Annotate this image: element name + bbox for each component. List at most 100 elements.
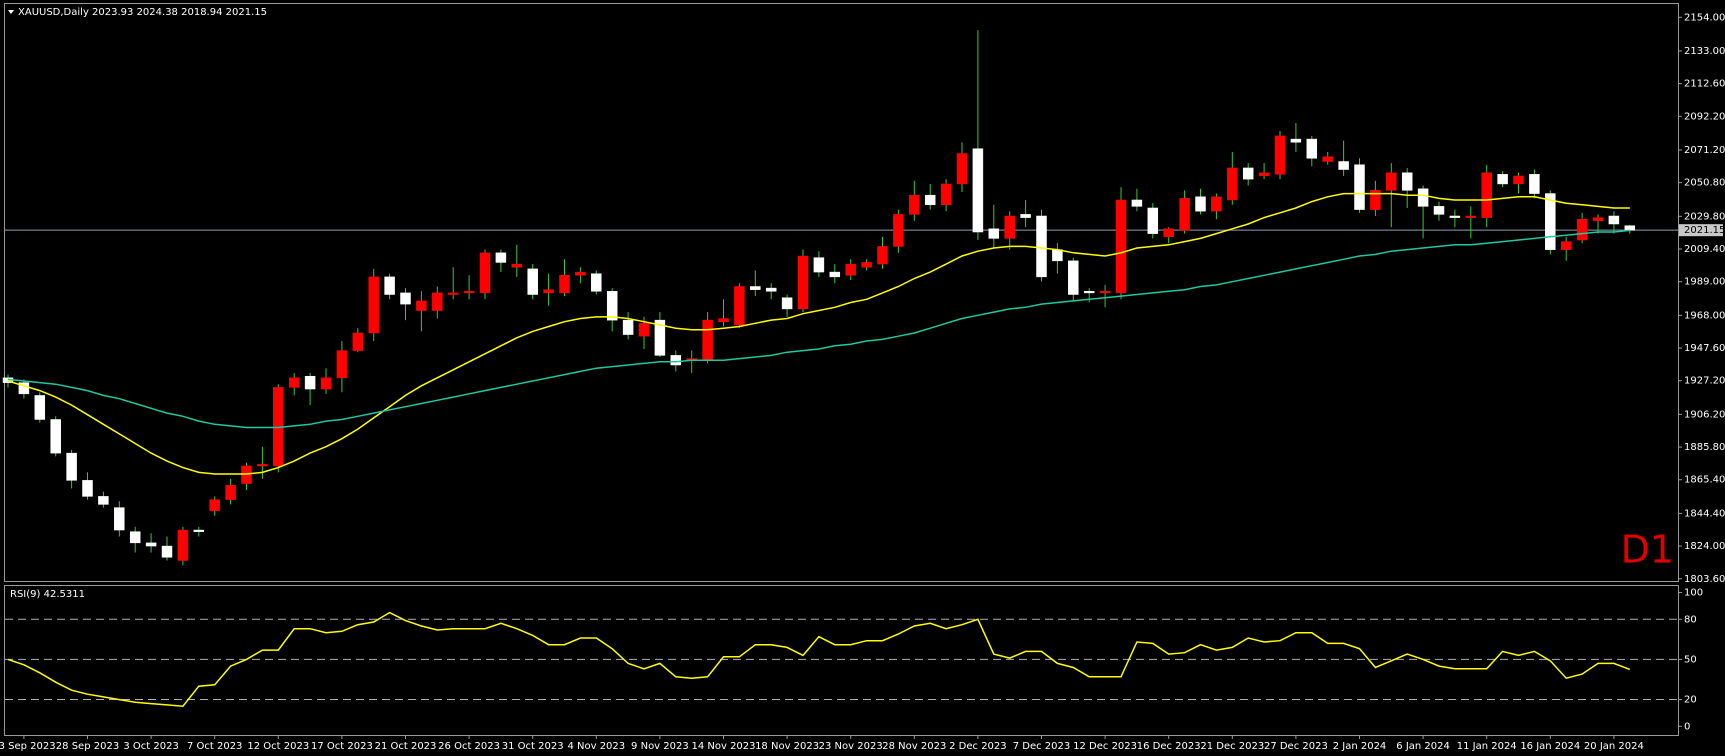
y-tick-label: 2154.00 <box>1684 12 1725 23</box>
candle-body <box>1068 260 1079 295</box>
indicator-line <box>7 192 1630 475</box>
x-tick-label: 28 Sep 2023 <box>56 741 119 752</box>
candle-body <box>1545 193 1556 250</box>
x-tick-label: 9 Nov 2023 <box>631 741 689 752</box>
candle-body <box>575 271 586 276</box>
candle-body <box>432 292 443 311</box>
x-tick-label: 12 Dec 2023 <box>1073 741 1137 752</box>
x-tick-label: 28 Nov 2023 <box>882 741 946 752</box>
candle-body <box>447 292 459 295</box>
candle-body <box>161 545 173 558</box>
x-tick-label: 16 Dec 2023 <box>1137 741 1201 752</box>
y-tick-label: 80 <box>1684 614 1697 625</box>
candle-body <box>50 419 61 454</box>
candle-body <box>225 484 236 500</box>
candle-body <box>1449 215 1461 218</box>
candle-body <box>1242 167 1254 180</box>
y-tick-label: 1947.60 <box>1684 343 1725 354</box>
x-tick-label: 27 Dec 2023 <box>1264 741 1328 752</box>
y-tick-label: 1844.40 <box>1684 508 1725 519</box>
y-tick-label: 1906.20 <box>1684 409 1725 420</box>
candle-body <box>797 255 809 310</box>
candle-body <box>813 257 825 273</box>
x-tick-label: 26 Oct 2023 <box>438 741 500 752</box>
candle-body <box>1608 215 1620 225</box>
candle-body <box>1258 172 1270 177</box>
candle-body <box>670 355 682 366</box>
candle-body <box>559 275 570 294</box>
x-tick-label: 21 Dec 2023 <box>1200 741 1264 752</box>
x-tick-label: 21 Oct 2023 <box>375 741 437 752</box>
candle-body <box>781 297 793 310</box>
candle-body <box>909 194 920 215</box>
candle-body <box>591 273 602 292</box>
candle-body <box>1576 218 1588 241</box>
candle-body <box>1560 241 1572 250</box>
candle-body <box>1354 164 1365 210</box>
candle-body <box>129 531 141 544</box>
candle-body <box>1083 291 1095 294</box>
candle-body <box>988 228 1000 239</box>
candle-body <box>114 507 125 531</box>
y-tick-label: 1803.60 <box>1684 574 1725 585</box>
menu-triangle[interactable] <box>8 10 14 14</box>
candle-body <box>336 350 348 379</box>
candle-body <box>400 292 411 305</box>
candle-body <box>734 286 745 326</box>
x-tick-label: 2 Dec 2023 <box>949 741 1007 752</box>
rsi-title: RSI(9) 42.5311 <box>10 589 85 600</box>
candle-body <box>98 496 109 505</box>
candle-body <box>320 377 332 390</box>
timeframe-label: D1 <box>1621 528 1674 572</box>
candle-body <box>1592 217 1604 222</box>
candle-body <box>1004 215 1015 239</box>
candle-body <box>893 214 904 247</box>
x-tick-label: 14 Nov 2023 <box>691 741 755 752</box>
x-tick-label: 23 Nov 2023 <box>819 741 883 752</box>
candle-body <box>1052 249 1063 262</box>
y-tick-label: 2092.20 <box>1684 111 1725 122</box>
candle-body <box>702 319 713 361</box>
candle-body <box>1624 225 1636 231</box>
y-tick-label: 2029.80 <box>1684 211 1725 222</box>
candle-body <box>257 464 268 467</box>
y-tick-label: 2112.60 <box>1684 79 1725 90</box>
chart-title: XAUUSD,Daily 2023.93 2024.38 2018.94 202… <box>18 7 267 18</box>
indicator-line <box>7 611 1631 707</box>
x-tick-label: 4 Nov 2023 <box>567 741 625 752</box>
candle-body <box>511 263 523 268</box>
candle-body <box>1227 167 1238 201</box>
x-tick-label: 7 Dec 2023 <box>1013 741 1071 752</box>
candle-body <box>1370 190 1381 210</box>
candle-body <box>638 323 650 337</box>
y-tick-label: 1968.00 <box>1684 310 1725 321</box>
candle-body <box>193 529 205 532</box>
y-tick-label: 20 <box>1684 695 1697 706</box>
candle-body <box>1179 198 1190 231</box>
candle-body <box>384 276 395 295</box>
candle-body <box>352 332 364 351</box>
x-tick-label: 3 Oct 2023 <box>123 741 178 752</box>
candle-body <box>1322 156 1333 162</box>
y-tick-label: 1865.40 <box>1684 475 1725 486</box>
candle-body <box>1417 188 1429 207</box>
candle-body <box>145 542 157 547</box>
y-tick-label: 1989.00 <box>1684 277 1725 288</box>
candle-body <box>18 382 30 395</box>
candle-body <box>845 263 856 276</box>
candle-body <box>177 529 189 561</box>
candle-body <box>924 194 936 206</box>
candle-body <box>829 271 841 278</box>
y-tick-label: 1885.80 <box>1684 442 1725 453</box>
candle-body <box>1497 174 1508 185</box>
current-price-label: 2021.15 <box>1684 225 1725 236</box>
candle-body <box>416 300 427 311</box>
candle-body <box>1481 172 1492 218</box>
candle-body <box>1036 215 1047 278</box>
candle-body <box>495 252 507 263</box>
candle-body <box>288 377 300 388</box>
x-tick-label: 17 Oct 2023 <box>311 741 373 752</box>
candle-body <box>718 318 729 322</box>
candle-body <box>82 480 93 497</box>
